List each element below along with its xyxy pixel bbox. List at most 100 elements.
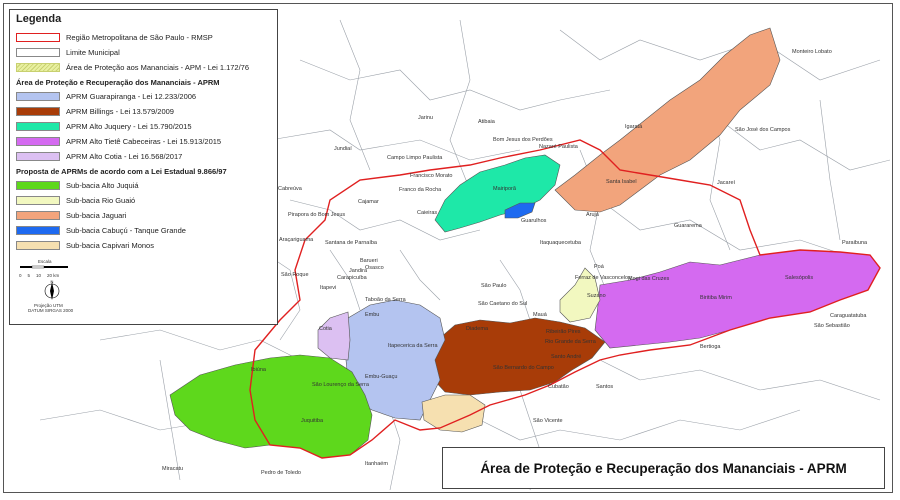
aprm-legend-item: APRM Alto Juquery - Lei 15.790/2015 [16,119,271,134]
city-label: Rio Grande da Serra [545,339,596,345]
city-label: Caraguatatuba [830,313,867,319]
aprm-legend-item: APRM Billings - Lei 13.579/2009 [16,104,271,119]
city-label: Itaquaquecetuba [540,240,581,246]
aprm-legend-item: APRM Guarapiranga - Lei 12.233/2006 [16,89,271,104]
city-label: Juquitiba [301,418,324,424]
aprm-swatch [16,137,60,146]
city-label: Cotia [319,326,332,332]
city-label: Osasco [365,265,384,271]
base-label: Região Metropolitana de São Paulo - RMSP [66,33,213,42]
city-label: Jarinu [418,115,433,121]
map-title: Área de Proteção e Recuperação dos Manan… [442,447,885,489]
base-label: Limite Municipal [66,48,120,57]
scale-tick: 5 [27,273,31,278]
legend-panel: Legenda Região Metropolitana de São Paul… [9,9,278,325]
proposal-swatch [16,226,60,235]
north-label: N [51,280,54,284]
rmsp-boundary [249,139,881,459]
base-swatch [16,63,60,72]
aprm-legend-item: APRM Alto Tietê Cabeceiras - Lei 15.913/… [16,134,271,149]
sub-bacia-alto-juquia [169,354,373,459]
city-label: São Caetano do Sul [478,301,528,307]
proposal-swatch [16,181,60,190]
city-label: Ibiúna [251,367,266,373]
city-label: Ferraz de Vasconcelos [575,275,631,281]
proposal-label: Sub-bacia Rio Guaió [66,196,136,205]
city-label: São Sebastião [814,323,850,329]
base-legend-item: Área de Proteção aos Mananciais - APM - … [16,60,271,75]
aprm-alto-cotia [317,311,351,361]
city-label: Mogi das Cruzes [628,276,670,282]
base-label: Área de Proteção aos Mananciais - APM - … [66,63,250,72]
proposal-swatch [16,211,60,220]
city-label: Embu [365,312,380,318]
city-label: Santos [596,384,614,390]
sub-bacia-jaguari [554,27,781,213]
city-label: Paraibuna [842,240,868,246]
projection-text: Projeção UTM [34,303,63,308]
aprm-billings [429,317,606,396]
aprm-polygons [169,27,881,459]
city-label: Miracatu [162,466,184,472]
city-label: Francisco Morato [410,173,453,179]
city-label: Nazaré Paulista [539,144,578,150]
proposal-label: Sub-bacia Capivari Monos [66,241,154,250]
aprm-swatch [16,152,60,161]
aprm-swatch [16,107,60,116]
aprm-label: APRM Alto Juquery - Lei 15.790/2015 [66,122,192,131]
city-label: Suzano [587,293,606,299]
scale-tick: 10 [36,273,42,278]
legend-title: Legenda [16,13,62,25]
city-label: Itapecerica da Serra [388,343,438,349]
city-label: Santana de Parnaíba [325,240,377,246]
city-label: São José dos Campos [735,127,791,133]
proposal-legend-item: Sub-bacia Rio Guaió [16,193,271,208]
aprm-legend-item: APRM Alto Cotia - Lei 16.568/2017 [16,149,271,164]
proposal-legend-item: Sub-bacia Cabuçú - Tanque Grande [16,223,271,238]
city-label: Embu-Guaçu [365,374,398,380]
aprm-section-header: Área de Proteção e Recuperação dos Manan… [16,77,220,87]
city-label: Arujá [586,212,599,218]
base-legend-item: Limite Municipal [16,45,271,60]
city-label: Atibaia [478,119,495,125]
city-label: Mairiporã [493,186,516,192]
sub-bacia-rio-guaio [559,267,601,323]
city-label: Ribeirão Pires [546,329,581,335]
aprm-alto-tiete-cabeceiras [594,249,881,349]
city-label: Taboão da Serra [365,297,406,303]
scale-bar [20,265,68,269]
proposal-legend-item: Sub-bacia Capivari Monos [16,238,271,253]
aprm-alto-juquery [434,154,561,233]
city-label: Caieiras [417,210,438,216]
city-label: Monteiro Lobato [792,49,832,55]
city-label: Jacareí [717,180,736,186]
scale-tick: 20 km [47,273,60,278]
aprm-swatch [16,92,60,101]
city-label: Cabreúva [278,186,302,192]
city-label: Cajamar [358,199,379,205]
proposal-legend-item: Sub-bacia Jaguari [16,208,271,223]
city-label: Araçariguama [279,237,314,243]
city-label: Franco da Rocha [399,187,442,193]
city-label: Itanhaém [365,461,388,467]
city-label: Guararema [674,223,702,229]
scale-tick: 0 [19,273,22,278]
proposal-label: Sub-bacia Jaguari [66,211,127,220]
city-label: Barueri [360,258,378,264]
city-label: Bertioga [700,344,721,350]
city-label: Diadema [466,326,489,332]
city-label: Pirapora do Bom Jesus [288,212,346,218]
scale-label: Escala [38,259,52,264]
proposal-section-header: Proposta de APRMs de acordo com a Lei Es… [16,166,227,176]
proposal-label: Sub-bacia Cabuçú - Tanque Grande [66,226,186,235]
scale-ticks: 0 5 10 20 km [19,273,90,278]
proposal-legend-item: Sub-bacia Alto Juquiá [16,178,271,193]
city-label: Santo André [551,354,582,360]
city-label: São Paulo [481,283,507,289]
base-swatch [16,48,60,57]
aprm-label: APRM Alto Cotia - Lei 16.568/2017 [66,152,183,161]
aprm-swatch [16,122,60,131]
city-label: São Vicente [533,418,563,424]
sub-bacia-cabucu-tanque-grande [504,202,536,219]
